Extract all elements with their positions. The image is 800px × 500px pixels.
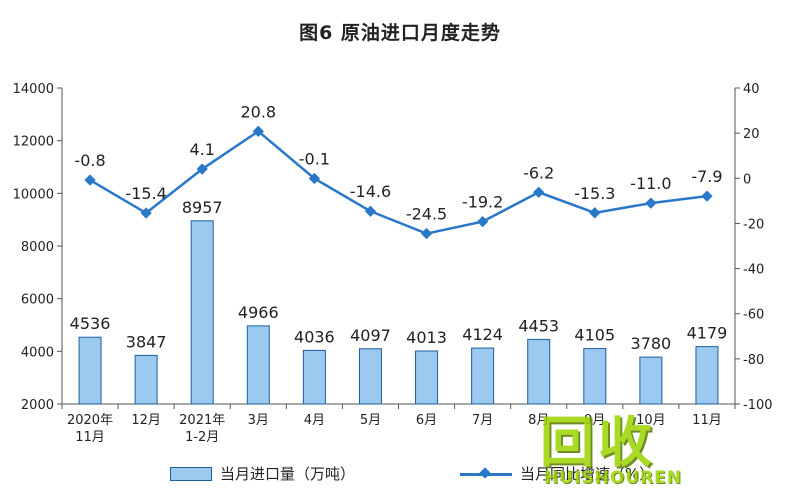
bar-data-label: 3847 (126, 332, 167, 351)
line-data-label: 4.1 (189, 140, 214, 159)
y-left-tick-label: 2000 (21, 398, 54, 413)
line-data-label: -11.0 (630, 174, 671, 193)
bar-data-label: 4124 (462, 325, 503, 344)
bar (527, 338, 551, 405)
y-right-tick-label: -20 (743, 217, 764, 232)
x-tick-label: 10月 (636, 413, 666, 428)
legend-label-bar: 当月进口量（万吨） (220, 465, 356, 483)
bar (302, 349, 326, 405)
y-right-tick-label: -60 (743, 308, 764, 323)
bar (695, 346, 719, 405)
line-point (252, 125, 264, 137)
line-data-label: 20.8 (240, 102, 276, 121)
bar-data-label: 4453 (518, 316, 559, 335)
x-tick-label: 11月 (692, 413, 722, 428)
bar (583, 348, 607, 405)
line-point (533, 186, 545, 198)
x-tick-label: 6月 (416, 413, 437, 428)
legend-swatch-line (460, 468, 512, 480)
y-left-tick-label: 6000 (21, 293, 54, 308)
y-left-tick-label: 12000 (13, 135, 54, 150)
y-right-tick-label: -80 (743, 353, 764, 368)
line-data-label: -24.5 (406, 205, 447, 224)
growth-line (89, 129, 708, 235)
y-left-tick-label: 10000 (13, 187, 54, 202)
line-point (308, 172, 321, 185)
line-point (364, 205, 377, 217)
line-data-label: -0.8 (74, 151, 105, 170)
y-right-tick-label: -40 (743, 263, 764, 278)
bar (471, 347, 495, 405)
x-tick-label: 2021年 (179, 413, 225, 428)
bar-data-label: 3780 (631, 334, 672, 353)
bar-data-label: 4179 (687, 324, 728, 343)
x-tick-label: 12月 (131, 413, 161, 428)
x-tick-label: 7月 (472, 413, 493, 428)
bar-data-label: 4105 (574, 326, 615, 345)
y-right-tick-label: 0 (743, 172, 751, 187)
line-data-label: -0.1 (299, 150, 330, 169)
line-data-label: -14.6 (350, 182, 391, 201)
line-data-label: -7.9 (691, 167, 722, 186)
y-left-tick-label: 14000 (13, 82, 54, 97)
bar (78, 336, 102, 405)
line-point (589, 207, 601, 219)
watermark-logo-text: 回收 (540, 411, 656, 474)
line-point (701, 190, 713, 202)
line-data-label: -6.2 (523, 163, 554, 182)
bar (190, 220, 214, 405)
x-tick-label: 3月 (248, 413, 269, 428)
bar (415, 350, 439, 405)
bar (358, 348, 382, 405)
x-tick-label: 9月 (584, 413, 605, 428)
bar (134, 354, 158, 405)
line-data-label: -15.3 (574, 184, 615, 203)
bar-data-label: 8957 (182, 198, 223, 217)
line-data-label: -19.2 (462, 193, 503, 212)
legend-item-bar: 当月进口量（万吨） (170, 463, 355, 484)
x-tick-label: 5月 (360, 413, 381, 428)
legend-swatch-bar (170, 466, 212, 481)
bar-data-label: 4536 (70, 314, 111, 333)
line-point (476, 215, 489, 228)
bar (639, 356, 663, 405)
x-tick-label: 4月 (304, 413, 325, 428)
line-point (140, 207, 152, 219)
legend-label-line: 当月同比增速（%） (520, 465, 655, 483)
y-left-tick-label: 4000 (21, 345, 54, 360)
bar-data-label: 4036 (294, 327, 335, 346)
legend-item-line: 当月同比增速（%） (460, 463, 654, 484)
x-tick-label: 11月 (75, 430, 105, 445)
line-point (84, 174, 96, 186)
bar (246, 325, 270, 405)
y-left-tick-label: 8000 (21, 240, 54, 255)
bar-data-label: 4966 (238, 303, 279, 322)
x-tick-label: 2020年 (67, 413, 113, 428)
bar-data-label: 4013 (406, 328, 447, 347)
bar-data-label: 4097 (350, 326, 391, 345)
y-right-tick-label: -100 (743, 398, 773, 413)
x-tick-label: 1-2月 (185, 430, 219, 445)
watermark-logo: 回收 HUISHOUREN (540, 398, 720, 493)
y-right-tick-label: 40 (743, 82, 760, 97)
chart-title: 图6 原油进口月度走势 (299, 22, 501, 44)
line-point (420, 227, 433, 240)
watermark-subtext: HUISHOUREN (544, 468, 683, 488)
x-tick-label: 8月 (528, 413, 549, 428)
line-point (196, 163, 208, 175)
line-data-label: -15.4 (125, 184, 166, 203)
line-point (645, 197, 657, 209)
y-right-tick-label: 20 (743, 127, 760, 142)
